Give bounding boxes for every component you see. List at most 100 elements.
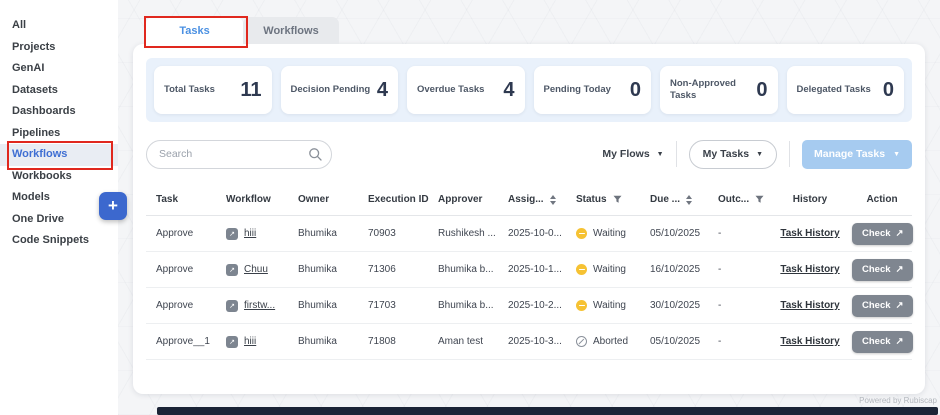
cell-due: 16/10/2025: [650, 264, 701, 275]
filter-funnel-icon[interactable]: [755, 195, 764, 204]
status-aborted-icon: [576, 336, 587, 347]
cell-owner: Bhumika: [298, 300, 337, 311]
cell-assigned: 2025-10-3...: [508, 336, 562, 347]
cell-outcome: -: [718, 336, 722, 347]
manage-tasks-button[interactable]: Manage Tasks ▼: [802, 139, 912, 169]
open-workflow-icon[interactable]: ↗: [226, 335, 238, 348]
tab-tasks[interactable]: Tasks: [146, 17, 243, 44]
task-history-link[interactable]: Task History: [780, 336, 840, 347]
external-arrow-icon: ↗: [895, 300, 904, 311]
cell-history: Task History: [768, 264, 852, 275]
cell-workflow: ↗ Chuu: [216, 263, 288, 276]
stat-label: Non-Approved Tasks: [670, 77, 736, 101]
chevron-down-icon: ▼: [893, 150, 900, 158]
task-history-link[interactable]: Task History: [780, 228, 840, 239]
workflow-link[interactable]: hiii: [244, 336, 257, 347]
sidebar-item-workbooks[interactable]: Workbooks: [12, 169, 72, 182]
stat-value: 4: [503, 78, 515, 101]
stat-value: 0: [756, 78, 768, 101]
divider: [789, 141, 791, 167]
cell-assigned: 2025-10-1...: [508, 264, 562, 275]
cell-execution-id: 71808: [368, 336, 396, 347]
cell-task: Approve__1: [156, 336, 210, 347]
check-button[interactable]: Check ↗: [852, 222, 914, 245]
my-flows-label: My Flows: [602, 148, 650, 160]
my-tasks-dropdown[interactable]: My Tasks ▼: [688, 139, 778, 169]
cell-workflow: ↗ firstw...: [216, 299, 288, 312]
check-button[interactable]: Check ↗: [852, 330, 914, 353]
my-flows-dropdown[interactable]: My Flows ▼: [602, 148, 663, 160]
sidebar-item-datasets[interactable]: Datasets: [12, 83, 58, 96]
cell-task: Approve: [156, 228, 194, 239]
task-history-link[interactable]: Task History: [780, 264, 840, 275]
sidebar-item-one-drive[interactable]: One Drive: [12, 212, 64, 225]
sidebar-item-workflows[interactable]: Workflows: [0, 144, 118, 166]
cell-task: Approve: [156, 300, 194, 311]
add-button[interactable]: +: [99, 192, 127, 220]
toolbar: My Flows ▼ My Tasks ▼ Manage Tasks ▼: [146, 139, 912, 169]
col-action: Action: [866, 194, 898, 205]
sidebar-item-dashboards[interactable]: Dashboards: [12, 105, 76, 117]
workflow-link[interactable]: firstw...: [244, 300, 276, 311]
stat-overdue-tasks: Overdue Tasks 4: [407, 66, 525, 114]
workflow-link[interactable]: Chuu: [244, 264, 268, 275]
cell-execution-id: 71703: [368, 300, 396, 311]
tab-workflows[interactable]: Workflows: [243, 17, 339, 44]
col-status: Status: [566, 194, 640, 205]
search-input[interactable]: [146, 139, 332, 169]
open-workflow-icon[interactable]: ↗: [226, 299, 238, 312]
col-label: Due ...: [650, 194, 681, 205]
sidebar-item-all[interactable]: All: [12, 19, 27, 31]
plus-icon: +: [108, 196, 118, 215]
cell-due: 05/10/2025: [650, 336, 701, 347]
status-waiting-icon: [576, 300, 587, 311]
col-history: History: [792, 194, 828, 205]
open-workflow-icon[interactable]: ↗: [226, 263, 238, 276]
sidebar-item-code-snippets[interactable]: Code Snippets: [12, 234, 90, 246]
status-text: Waiting: [593, 300, 626, 311]
check-button[interactable]: Check ↗: [852, 294, 914, 317]
cell-history: Task History: [768, 300, 852, 311]
stat-value: 11: [240, 78, 262, 101]
cell-action: Check ↗: [852, 330, 914, 353]
toolbar-filters: My Flows ▼ My Tasks ▼ Manage Tasks ▼: [602, 139, 912, 169]
external-arrow-icon: ↗: [895, 228, 904, 239]
cell-action: Check ↗: [852, 222, 914, 245]
col-workflow: Workflow: [226, 194, 271, 205]
open-workflow-icon[interactable]: ↗: [226, 227, 238, 240]
stat-non-approved-tasks: Non-Approved Tasks 0: [660, 66, 778, 114]
cell-execution-id: 71306: [368, 264, 396, 275]
sidebar-item-models[interactable]: Models: [12, 191, 50, 203]
filter-funnel-icon[interactable]: [613, 195, 622, 204]
stat-decision-pending: Decision Pending 4: [280, 66, 398, 114]
sidebar-item-pipelines[interactable]: Pipelines: [12, 126, 61, 139]
stat-value: 0: [629, 78, 641, 101]
check-label: Check: [862, 264, 891, 275]
cell-assigned: 2025-10-0...: [508, 228, 562, 239]
cell-owner: Bhumika: [298, 336, 337, 347]
stat-value: 0: [882, 78, 894, 101]
sidebar-item-genai[interactable]: GenAI: [12, 62, 45, 74]
sidebar-item-projects[interactable]: Projects: [12, 40, 56, 53]
cell-outcome: -: [718, 228, 722, 239]
workflow-link[interactable]: hiii: [244, 228, 257, 239]
col-due: Due ...: [640, 194, 708, 205]
cell-action: Check ↗: [852, 294, 914, 317]
sort-icon[interactable]: [686, 194, 693, 205]
bottom-scrollbar[interactable]: [157, 407, 938, 415]
cell-approver: Rushikesh ...: [438, 228, 496, 239]
table-row: Approve ↗ Chuu Bhumika 71306 Bhumika b..…: [146, 252, 914, 288]
cell-execution-id: 70903: [368, 228, 396, 239]
stat-total-tasks: Total Tasks 11: [154, 66, 272, 114]
stat-label: Decision Pending: [290, 83, 371, 95]
stats-strip: Total Tasks 11 Decision Pending 4 Overdu…: [146, 58, 912, 122]
stat-label: Delegated Tasks: [796, 83, 871, 95]
cell-due: 05/10/2025: [650, 228, 701, 239]
task-history-link[interactable]: Task History: [780, 300, 840, 311]
check-label: Check: [862, 336, 891, 347]
my-tasks-label: My Tasks: [702, 148, 750, 160]
col-approver: Approver: [438, 194, 483, 205]
sort-icon[interactable]: [549, 194, 556, 205]
check-button[interactable]: Check ↗: [852, 258, 914, 281]
